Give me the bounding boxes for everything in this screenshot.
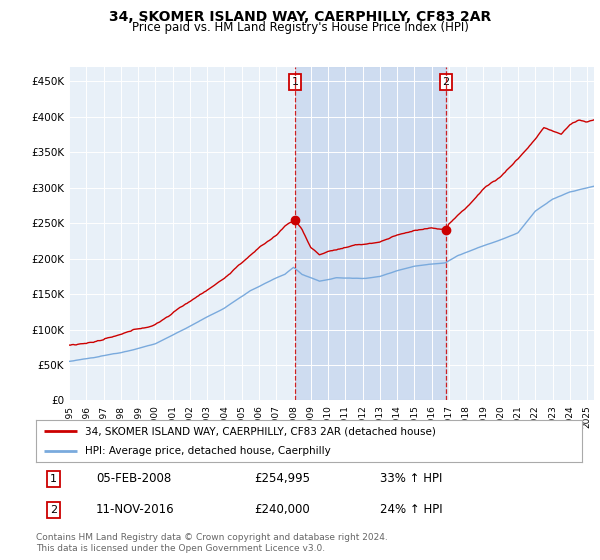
Text: 34, SKOMER ISLAND WAY, CAERPHILLY, CF83 2AR (detached house): 34, SKOMER ISLAND WAY, CAERPHILLY, CF83 … xyxy=(85,426,436,436)
Text: £240,000: £240,000 xyxy=(254,503,310,516)
Text: 1: 1 xyxy=(50,474,56,484)
Text: 11-NOV-2016: 11-NOV-2016 xyxy=(96,503,175,516)
Text: 24% ↑ HPI: 24% ↑ HPI xyxy=(380,503,443,516)
Text: 33% ↑ HPI: 33% ↑ HPI xyxy=(380,473,442,486)
Bar xyxy=(295,67,446,400)
Text: 2: 2 xyxy=(442,77,449,87)
Text: Contains HM Land Registry data © Crown copyright and database right 2024.
This d: Contains HM Land Registry data © Crown c… xyxy=(36,533,388,553)
Text: 34, SKOMER ISLAND WAY, CAERPHILLY, CF83 2AR: 34, SKOMER ISLAND WAY, CAERPHILLY, CF83 … xyxy=(109,10,491,24)
Text: HPI: Average price, detached house, Caerphilly: HPI: Average price, detached house, Caer… xyxy=(85,446,331,456)
Text: 1: 1 xyxy=(292,77,298,87)
Text: 2: 2 xyxy=(50,505,57,515)
Text: Price paid vs. HM Land Registry's House Price Index (HPI): Price paid vs. HM Land Registry's House … xyxy=(131,21,469,34)
Text: £254,995: £254,995 xyxy=(254,473,310,486)
Text: 05-FEB-2008: 05-FEB-2008 xyxy=(96,473,172,486)
